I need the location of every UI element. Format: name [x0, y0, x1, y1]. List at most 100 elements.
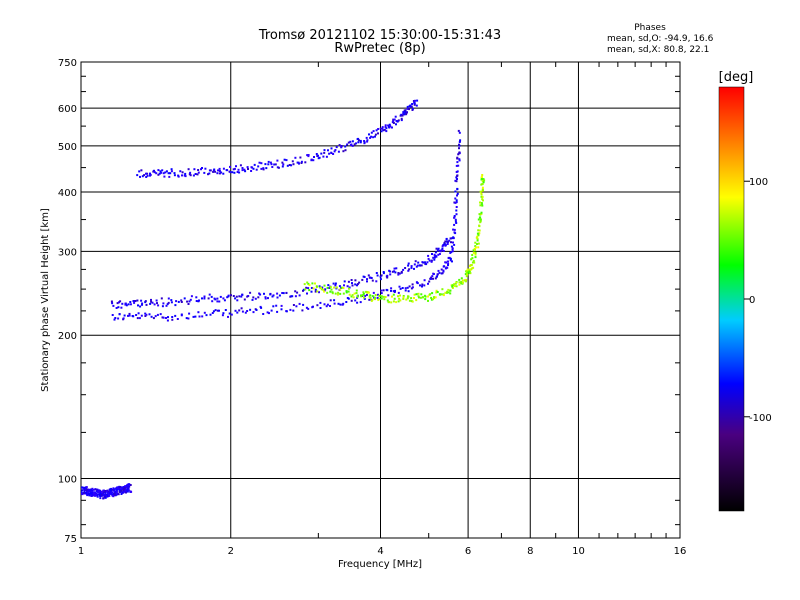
echo-point: [445, 291, 448, 294]
echo-point: [385, 130, 388, 133]
echo-point: [465, 278, 468, 281]
echo-point: [139, 175, 141, 178]
echo-point: [440, 293, 443, 296]
echo-point: [475, 236, 478, 239]
echo-point: [92, 488, 95, 491]
echo-point: [257, 296, 260, 299]
echo-point: [458, 147, 460, 150]
echo-point: [461, 279, 464, 282]
echo-point: [306, 154, 309, 157]
echo-point: [104, 496, 107, 499]
echo-point: [91, 487, 94, 490]
echo-point: [83, 487, 86, 490]
echo-point: [445, 266, 448, 269]
echo-point: [323, 290, 326, 293]
echo-point: [416, 264, 419, 267]
echo-point: [348, 286, 351, 289]
echo-point: [276, 292, 279, 295]
echo-point: [273, 163, 276, 166]
echo-point: [449, 259, 452, 262]
echo-point: [432, 256, 435, 259]
echo-point: [111, 314, 114, 316]
echo-point: [380, 292, 383, 295]
echo-point: [361, 294, 364, 297]
echo-point: [413, 267, 415, 270]
echo-point: [155, 172, 158, 175]
echo-point: [448, 239, 451, 242]
echo-point: [366, 280, 368, 283]
echo-point: [389, 125, 392, 128]
echo-point: [358, 281, 361, 284]
echo-point: [220, 171, 223, 174]
echo-point: [115, 493, 118, 496]
echo-point: [416, 99, 419, 102]
echo-point: [444, 261, 447, 264]
echo-point: [136, 174, 139, 177]
echo-point: [187, 168, 190, 171]
echo-point: [243, 298, 246, 301]
echo-point: [438, 253, 441, 255]
echo-point: [404, 287, 407, 290]
echo-point: [260, 306, 263, 309]
echo-point: [291, 295, 294, 298]
echo-point: [447, 240, 450, 243]
echo-point: [124, 488, 127, 491]
echo-point: [91, 493, 94, 495]
echo-point: [391, 126, 393, 129]
echo-point: [354, 299, 357, 302]
echo-point: [365, 136, 368, 139]
echo-point: [367, 291, 370, 294]
echo-point: [292, 163, 295, 166]
echo-point: [460, 282, 463, 285]
echo-point: [129, 484, 132, 486]
echo-point: [442, 294, 445, 297]
echo-point: [447, 288, 450, 291]
echo-point: [450, 284, 453, 287]
echo-point: [333, 286, 336, 289]
echo-point: [311, 282, 314, 285]
echo-point: [338, 144, 341, 147]
echo-point: [449, 237, 452, 240]
echo-point: [449, 289, 452, 292]
echo-point: [297, 161, 300, 164]
echo-point: [136, 317, 139, 320]
echo-point: [176, 318, 179, 320]
echo-point: [298, 302, 301, 305]
echo-point: [481, 183, 484, 185]
echo-point: [329, 305, 331, 307]
echo-point: [89, 492, 92, 495]
echo-point: [127, 489, 130, 492]
echo-point: [366, 139, 369, 142]
echo-point: [306, 281, 309, 284]
echo-point: [357, 141, 360, 144]
echo-point: [299, 156, 302, 159]
echo-point: [386, 299, 389, 302]
echo-point: [425, 263, 428, 266]
echo-point: [363, 297, 366, 300]
echo-point: [375, 129, 378, 132]
echo-point: [458, 151, 461, 154]
echo-point: [258, 161, 261, 164]
echo-point: [323, 151, 326, 154]
echo-point: [153, 171, 156, 174]
echo-point: [480, 202, 483, 204]
echo-point: [453, 285, 456, 287]
echo-point: [387, 294, 390, 297]
echo-point: [317, 154, 319, 157]
echo-point: [144, 300, 147, 303]
colorbar-tick-label: 0: [749, 295, 755, 306]
echo-point: [95, 493, 98, 496]
echo-point: [81, 490, 83, 493]
echo-point: [155, 299, 158, 302]
echo-point: [464, 273, 467, 276]
echo-point: [447, 291, 450, 294]
echo-point: [98, 492, 101, 495]
echo-point: [179, 170, 182, 173]
echo-point: [113, 318, 116, 321]
echo-point: [323, 149, 326, 152]
echo-point: [478, 232, 481, 235]
echo-point: [423, 284, 426, 287]
echo-point: [481, 174, 484, 176]
echo-point: [120, 489, 123, 492]
echo-point: [285, 159, 288, 162]
